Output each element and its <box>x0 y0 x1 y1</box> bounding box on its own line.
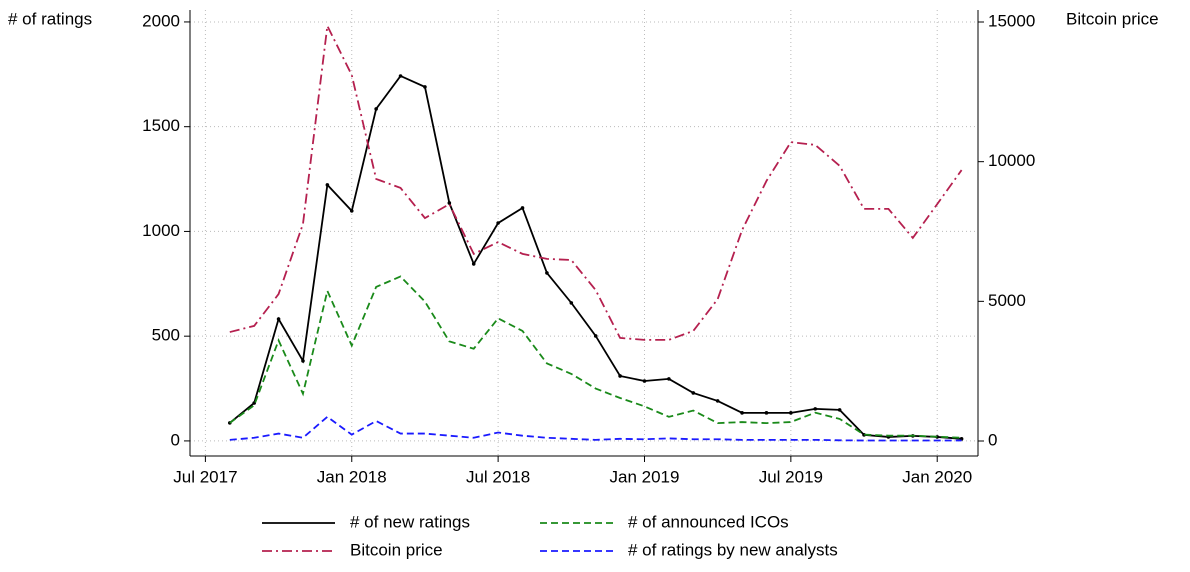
point <box>715 399 720 403</box>
y2-tick-label: 0 <box>988 430 997 449</box>
x-tick-label: Jan 2018 <box>317 467 387 486</box>
x-tick-label: Jan 2019 <box>610 467 680 486</box>
legend-label: # of ratings by new analysts <box>628 540 838 559</box>
y-tick-label: 2000 <box>142 11 180 30</box>
point <box>520 206 525 210</box>
x-tick-label: Jul 2019 <box>759 467 823 486</box>
x-tick-label: Jan 2020 <box>902 467 972 486</box>
point <box>593 334 598 338</box>
point <box>398 74 403 78</box>
point <box>764 411 769 415</box>
y-tick-label: 1500 <box>142 116 180 135</box>
point <box>569 301 574 305</box>
y2-tick-label: 15000 <box>988 11 1035 30</box>
point <box>789 411 793 415</box>
series-line <box>229 22 963 341</box>
point <box>349 209 354 213</box>
series-line <box>229 415 962 442</box>
x-tick-label: Jul 2018 <box>466 467 530 486</box>
y2-axis-label: Bitcoin price <box>1066 9 1159 28</box>
series-line <box>229 74 962 440</box>
point <box>374 107 378 111</box>
point <box>667 377 671 381</box>
point <box>642 379 647 383</box>
point <box>618 374 622 378</box>
point <box>691 391 696 395</box>
point <box>813 407 818 411</box>
point <box>471 262 476 266</box>
y2-tick-label: 5000 <box>988 291 1026 310</box>
y2-tick-label: 10000 <box>988 151 1035 170</box>
point <box>423 85 427 89</box>
point <box>740 411 744 415</box>
point <box>496 221 500 225</box>
point <box>301 359 305 363</box>
y-tick-label: 0 <box>171 430 180 449</box>
x-tick-label: Jul 2017 <box>173 467 237 486</box>
legend-label: Bitcoin price <box>350 540 443 559</box>
legend-label: # of announced ICOs <box>628 512 789 531</box>
y-axis-label: # of ratings <box>8 9 92 28</box>
point <box>325 183 330 187</box>
point <box>545 271 549 275</box>
point <box>447 201 452 205</box>
y-tick-label: 500 <box>152 326 180 345</box>
legend-label: # of new ratings <box>350 512 470 531</box>
series-line <box>229 275 962 439</box>
point <box>276 317 281 321</box>
y-tick-label: 1000 <box>142 221 180 240</box>
point <box>837 408 842 412</box>
